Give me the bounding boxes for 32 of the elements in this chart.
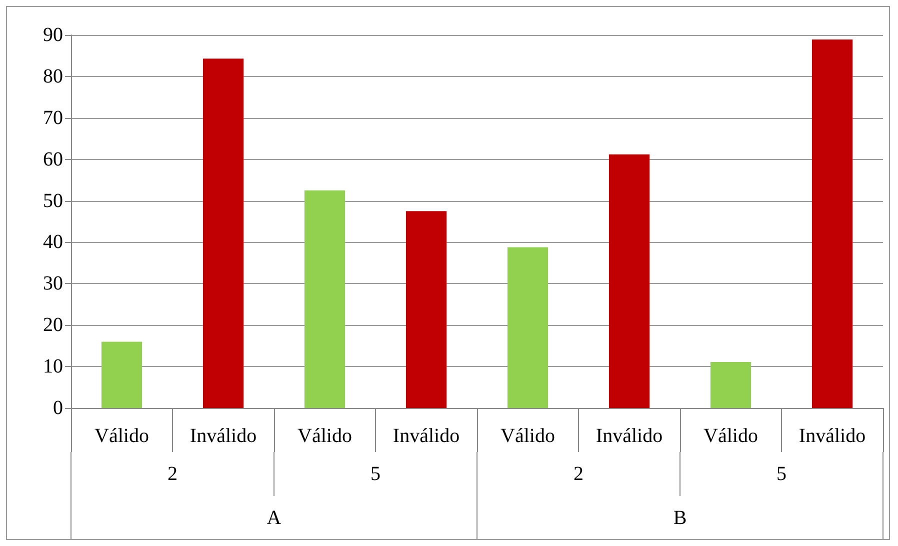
text: 5 [776,463,786,485]
y-tick-label: 0 [53,397,63,419]
y-tick-label: 10 [43,356,63,378]
y-tick-label: 60 [43,148,63,170]
x-tick-label: Inválido [392,425,460,447]
bar [202,58,244,408]
x-tick-label: Válido [94,425,149,447]
x-tick-label: Válido [704,425,758,447]
text: 2 [168,463,178,485]
y-tick-label: 80 [43,65,63,88]
y-tick-label: 40 [43,231,63,254]
bar [710,362,752,408]
x-tick-label: Inválido [190,425,257,447]
bar [812,40,853,408]
text: 5 [370,463,380,485]
y-tick-label: 20 [43,314,63,336]
bar [101,342,142,408]
x-tick-label: Inválido [798,425,866,447]
bar [304,190,346,408]
x-tick-label: Válido [500,425,555,447]
text: A [266,507,282,529]
bar [608,154,650,408]
x-tick-label: Inválido [596,425,663,447]
x-tick-label: Válido [298,425,352,447]
y-tick-label: 30 [43,272,63,295]
y-tick-label: 70 [43,106,63,129]
y-tick-label: 90 [43,24,63,46]
text: 2 [574,463,584,485]
bar [507,247,548,408]
y-tick-label: 50 [43,190,63,212]
text: B [673,507,687,529]
bar [406,211,447,408]
